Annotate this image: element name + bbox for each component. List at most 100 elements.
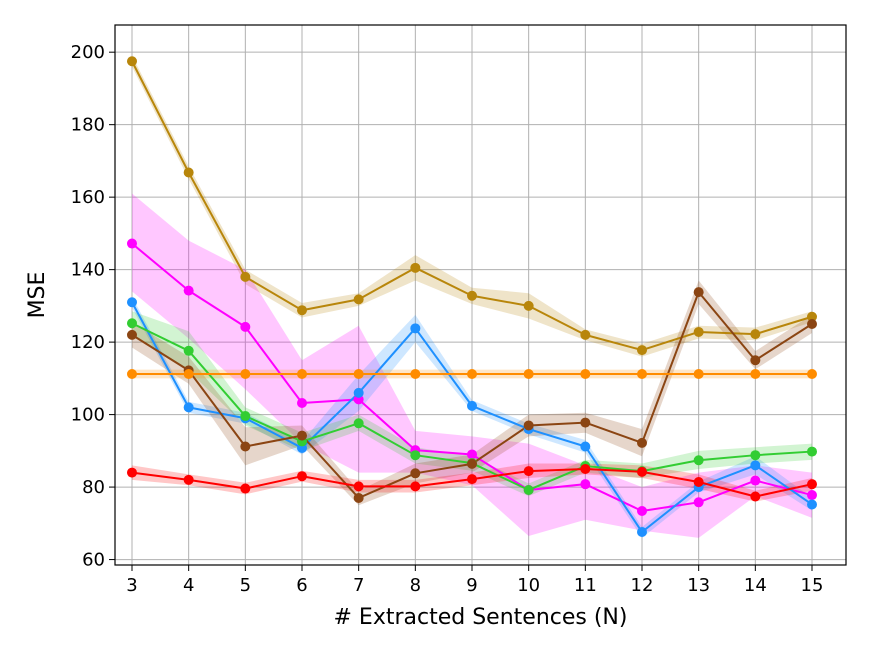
point-brown <box>693 287 704 298</box>
x-tick-label: 10 <box>517 575 540 596</box>
point-gold <box>353 294 364 305</box>
point-blue <box>183 402 194 413</box>
point-brown <box>297 430 307 441</box>
data-points <box>127 56 817 538</box>
point-gold <box>240 271 251 282</box>
point-blue <box>750 460 761 471</box>
point-orange <box>693 369 704 380</box>
point-gold <box>127 56 137 67</box>
x-tick-label: 15 <box>801 575 824 596</box>
point-blue <box>410 323 421 334</box>
point-brown <box>580 417 591 428</box>
point-brown <box>240 441 251 452</box>
point-orange <box>240 369 251 380</box>
x-tick-label: 7 <box>353 575 364 596</box>
y-tick-label: 80 <box>82 477 105 498</box>
point-magenta <box>467 449 477 460</box>
x-tick-label: 9 <box>466 575 477 596</box>
point-green <box>750 450 761 461</box>
x-tick-label: 11 <box>574 575 597 596</box>
point-red <box>523 466 534 477</box>
point-red <box>297 471 307 482</box>
point-gold <box>467 290 477 301</box>
point-gold <box>637 345 647 356</box>
point-gold <box>523 300 534 311</box>
point-red <box>807 479 817 490</box>
point-brown <box>750 355 761 366</box>
point-orange <box>523 369 534 380</box>
point-red <box>353 481 364 492</box>
x-tick-label: 6 <box>296 575 307 596</box>
point-magenta <box>297 398 307 408</box>
point-brown <box>410 468 421 479</box>
point-green <box>523 484 534 495</box>
point-magenta <box>580 479 591 490</box>
point-magenta <box>183 285 194 296</box>
point-gold <box>297 305 307 316</box>
point-magenta <box>240 321 251 332</box>
plot-frame <box>114 24 847 566</box>
point-red <box>750 491 761 502</box>
point-blue <box>127 297 137 308</box>
x-tick-label: 5 <box>240 575 251 596</box>
point-orange <box>183 369 194 380</box>
y-tick-label: 200 <box>71 42 105 63</box>
point-red <box>410 481 421 492</box>
point-gold <box>693 326 704 337</box>
point-blue <box>467 400 477 411</box>
point-magenta <box>127 238 137 249</box>
y-tick-label: 140 <box>71 260 105 281</box>
point-orange <box>297 369 307 380</box>
point-orange <box>750 369 761 380</box>
point-red <box>467 474 477 485</box>
point-red <box>127 467 137 478</box>
x-tick-label: 12 <box>631 575 654 596</box>
point-green <box>127 318 137 329</box>
point-green <box>240 411 251 422</box>
point-brown <box>127 329 137 340</box>
point-blue <box>353 387 364 398</box>
point-red <box>637 466 647 477</box>
point-blue <box>637 527 647 538</box>
y-axis-label: MSE <box>25 272 50 319</box>
point-brown <box>523 420 534 431</box>
x-tick-label: 14 <box>744 575 767 596</box>
point-green <box>807 446 817 457</box>
point-brown <box>353 492 364 503</box>
x-tick-label: 3 <box>126 575 137 596</box>
point-magenta <box>637 506 647 516</box>
point-gold <box>410 262 421 273</box>
point-orange <box>467 369 477 380</box>
x-tick-label: 8 <box>410 575 421 596</box>
band-magenta <box>132 193 812 538</box>
point-gold <box>807 311 817 322</box>
point-green <box>183 345 194 356</box>
x-axis-label: # Extracted Sentences (N) <box>334 605 628 630</box>
point-red <box>580 463 591 474</box>
grid <box>115 25 846 565</box>
y-tick-label: 100 <box>71 405 105 426</box>
point-green <box>693 455 704 466</box>
point-orange <box>410 369 421 380</box>
point-magenta <box>807 490 817 501</box>
point-orange <box>637 369 647 380</box>
point-gold <box>750 329 761 340</box>
point-red <box>693 477 704 488</box>
point-brown <box>637 437 647 448</box>
point-green <box>353 418 364 429</box>
point-magenta <box>693 497 704 508</box>
point-red <box>183 474 194 485</box>
x-tick-label: 13 <box>687 575 710 596</box>
x-tick-label: 4 <box>183 575 194 596</box>
point-blue <box>580 441 591 452</box>
point-gold <box>580 329 591 340</box>
band-brown <box>132 280 812 506</box>
point-blue <box>807 499 817 510</box>
y-tick-label: 160 <box>71 187 105 208</box>
point-orange <box>807 369 817 380</box>
point-gold <box>183 167 194 178</box>
y-tick-label: 180 <box>71 115 105 136</box>
point-orange <box>127 369 137 380</box>
point-magenta <box>750 475 761 486</box>
